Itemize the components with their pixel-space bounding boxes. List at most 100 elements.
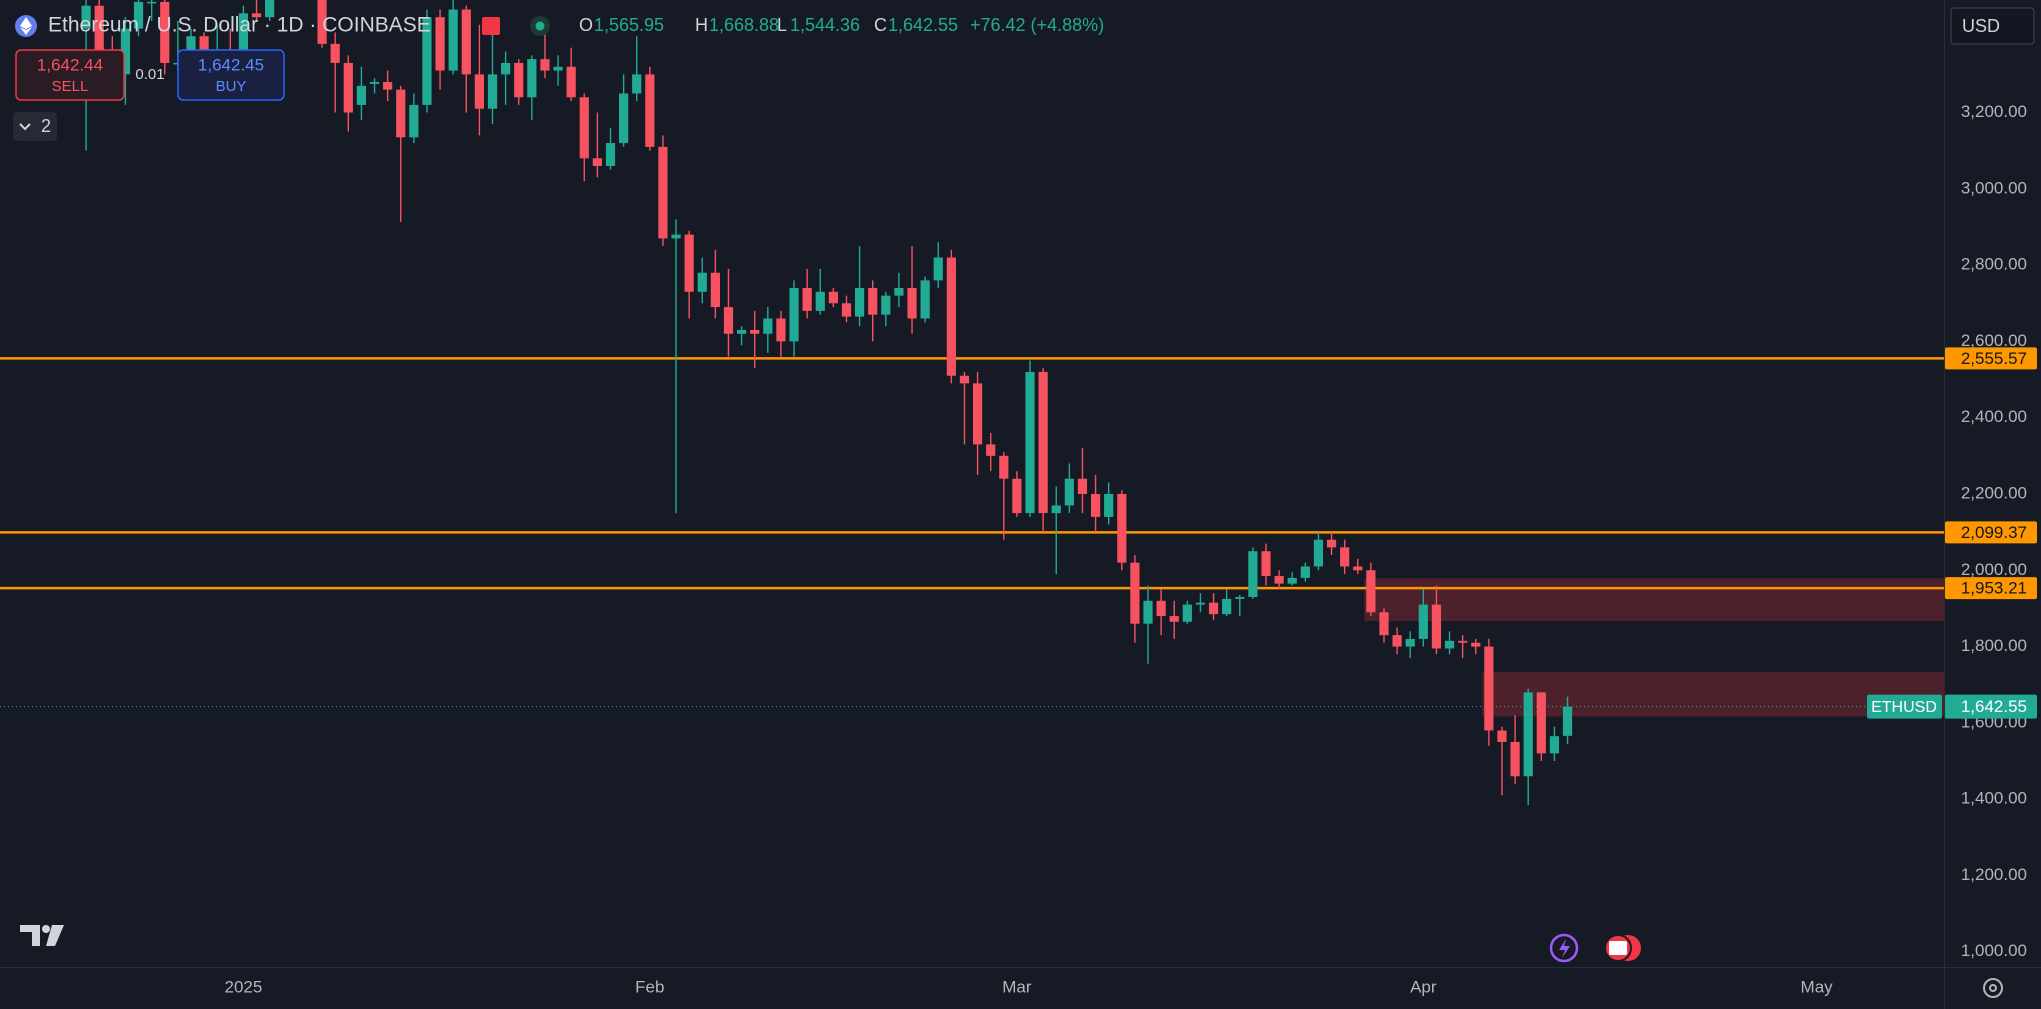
candle-body (1326, 539, 1337, 548)
candle-body (1169, 616, 1179, 622)
candle-body (763, 318, 773, 334)
y-tick-label: 2,800.00 (1961, 255, 2027, 274)
candle-body (1077, 478, 1088, 494)
plot-area (0, 0, 1944, 805)
candle-body (619, 93, 629, 144)
candle-body (160, 1, 170, 63)
chevron-icon (19, 123, 31, 131)
candle-body (553, 66, 563, 71)
sell-button[interactable] (15, 49, 125, 101)
candle-body (1248, 551, 1258, 597)
candle-body (1090, 493, 1101, 517)
candle-body (369, 82, 380, 84)
y-tick-label: 1,200.00 (1961, 865, 2027, 884)
candle-body (1549, 736, 1560, 754)
y-tick-label: 2,400.00 (1961, 407, 2027, 426)
candle-body (422, 17, 432, 105)
candle-body (999, 455, 1009, 479)
y-tick-label: 3,200.00 (1961, 102, 2027, 121)
candle-body (383, 82, 393, 90)
candle-body (1104, 493, 1114, 517)
candle-body (1261, 551, 1271, 577)
y-tick-label: 2,200.00 (1961, 483, 2027, 502)
candle-body (435, 17, 445, 71)
symbol-title[interactable]: Ethereum / U.S. Dollar · 1D · COINBASE (48, 14, 431, 37)
settings-icon-center (1989, 984, 1997, 992)
candle-body (1471, 642, 1481, 647)
candle-body (854, 288, 865, 317)
candle-body (868, 288, 878, 315)
y-tick-label: 3,000.00 (1961, 178, 2027, 197)
candle-body (1379, 612, 1389, 636)
candle-body (1038, 371, 1048, 514)
candle-body (330, 43, 340, 63)
ohlc-value: 1,642.55 (888, 15, 958, 35)
x-tick-label: Apr (1410, 977, 1437, 996)
settings-icon[interactable] (1983, 978, 2003, 998)
candle-body (540, 59, 550, 71)
x-tick-label: Mar (1002, 977, 1032, 996)
buy-price: 1,642.45 (198, 55, 264, 74)
axes: 1,000.001,200.001,400.001,600.001,800.00… (225, 102, 2037, 996)
candle-body (265, 0, 275, 18)
change: +76.42 (+4.88%) (970, 15, 1104, 35)
ohlc-value: 1,544.36 (790, 15, 860, 35)
candle-body (592, 158, 602, 166)
currency-button[interactable] (1950, 7, 2035, 45)
candle-body (946, 257, 956, 376)
candle-body (501, 62, 511, 75)
candle-body (396, 89, 406, 138)
candle-body (920, 280, 930, 319)
buy-button[interactable] (177, 49, 285, 101)
y-tick-label: 1,400.00 (1961, 789, 2027, 808)
candle-body (841, 303, 852, 317)
candle-body (605, 143, 616, 166)
candle-body (1562, 706, 1573, 736)
ohlc-label: O (579, 15, 593, 35)
tradingview-logo[interactable] (20, 925, 64, 946)
candle-body (317, 0, 327, 44)
ohlc-value: 1,668.88 (709, 15, 779, 35)
candle-body (1418, 604, 1428, 639)
trade-panel: 1,642.44 SELL 0.01 1,642.45 BUY 2 (13, 49, 285, 141)
y-tick-label: 1,800.00 (1961, 636, 2027, 655)
y-tick-label: 1,000.00 (1961, 941, 2027, 960)
price-tag-label: 2,099.37 (1961, 523, 2027, 542)
candle-body (527, 59, 537, 98)
candle-body (1497, 730, 1507, 742)
legend-header: Ethereum / U.S. Dollar · 1D · COINBASE O… (15, 14, 1104, 37)
sell-label: SELL (52, 78, 89, 95)
events-icon[interactable] (1549, 933, 1579, 963)
ohlc-label: C (874, 15, 887, 35)
candle-body (1392, 635, 1402, 647)
x-tick-label: 2025 (225, 977, 263, 996)
candle-body (789, 288, 799, 342)
candle-body (1051, 505, 1061, 514)
candle-body (566, 66, 576, 98)
price-tag-label: 2,555.57 (1961, 349, 2027, 368)
candle-body (1182, 604, 1192, 622)
candle-body (1300, 566, 1310, 578)
currency-label: USD (1962, 16, 2000, 36)
flag-icon[interactable] (482, 17, 500, 35)
candle-body (737, 329, 747, 334)
quantity[interactable]: 0.01 (135, 66, 164, 83)
price-zone (1364, 578, 1944, 622)
price-tag (1945, 347, 2037, 370)
candle-body (514, 62, 524, 98)
candle-body (1274, 576, 1284, 584)
candle-body (1431, 604, 1442, 649)
candle-body (487, 74, 498, 109)
candle-body (199, 36, 209, 56)
flag-glyph (1609, 941, 1627, 955)
candle-body (986, 444, 996, 456)
candle-body (133, 1, 144, 29)
candle-body (1353, 566, 1363, 571)
candle-body (776, 318, 786, 342)
indicators-toggle[interactable] (13, 112, 57, 141)
candle-body (81, 5, 91, 29)
candle-body (1025, 371, 1035, 514)
candle-body (1523, 692, 1533, 777)
